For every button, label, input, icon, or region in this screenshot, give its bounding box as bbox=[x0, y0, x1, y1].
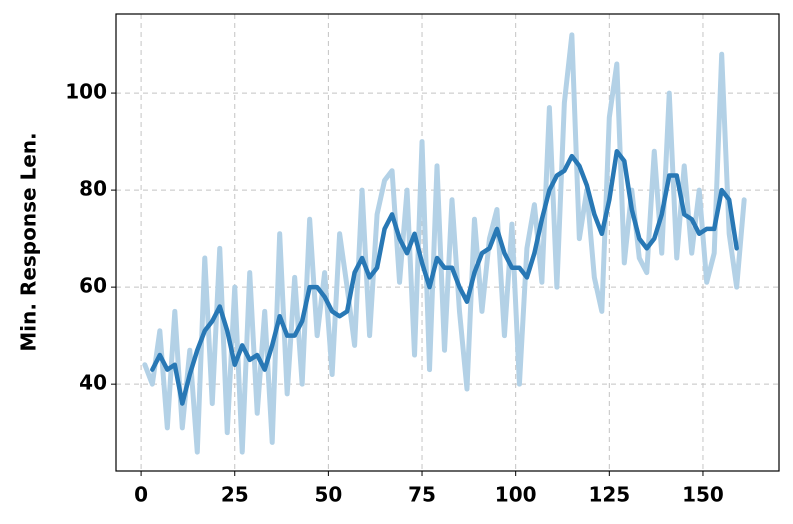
x-tick-label: 125 bbox=[588, 483, 630, 507]
series-line bbox=[150, 149, 739, 406]
x-tick-label: 25 bbox=[221, 483, 249, 507]
x-tick-label: 100 bbox=[495, 483, 537, 507]
x-tick-label: 150 bbox=[682, 483, 724, 507]
series-line bbox=[142, 32, 747, 455]
x-tick-label: 50 bbox=[314, 483, 342, 507]
y-tick-label: 100 bbox=[65, 80, 107, 104]
x-tick-label: 75 bbox=[408, 483, 436, 507]
plot-frame bbox=[115, 13, 780, 472]
y-axis-label: Min. Response Len. bbox=[17, 132, 41, 351]
y-tick-label: 40 bbox=[79, 371, 107, 395]
x-tick-label: 0 bbox=[134, 483, 148, 507]
y-tick-label: 60 bbox=[79, 274, 107, 298]
y-tick-label: 80 bbox=[79, 177, 107, 201]
